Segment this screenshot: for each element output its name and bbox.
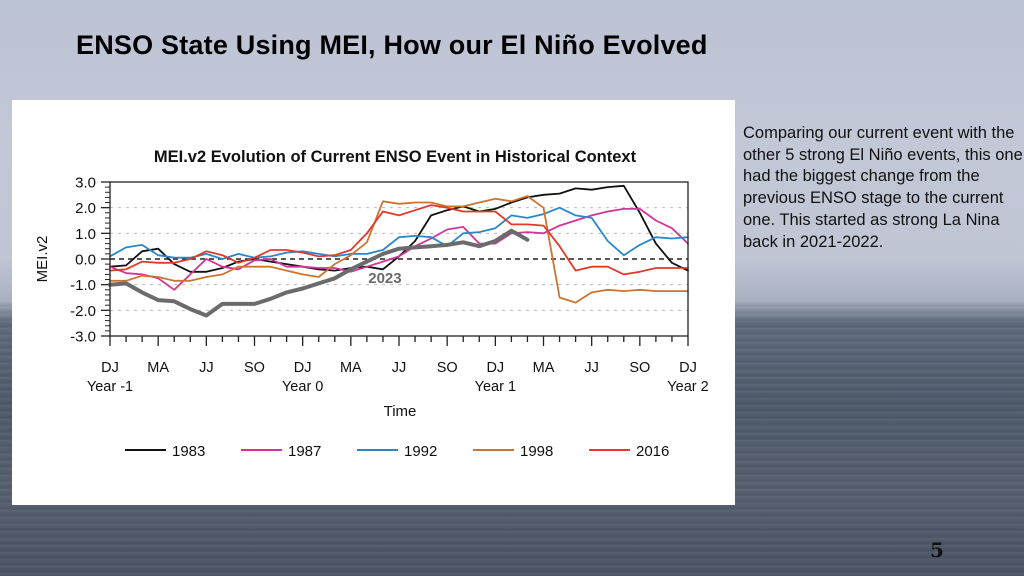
series-line-1998 [109,195,689,304]
series-line-2023 [108,228,530,318]
gridlines [110,207,688,311]
x-tick-label: JJ [584,360,599,376]
x-tick-label: SO [437,360,458,376]
side-commentary: Comparing our current event with the oth… [743,124,1023,251]
y-tick-label: 2.0 [75,200,96,217]
chart-title: MEI.v2 Evolution of Current ENSO Event i… [154,148,637,166]
mei-line-chart: MEI.v2 Evolution of Current ENSO Event i… [34,148,709,460]
legend-label-1992: 1992 [404,443,437,460]
legend-label-2016: 2016 [636,443,669,460]
x-axis: DJ MA JJ SO DJ MA JJ SO DJ MA JJ SO DJ Year -1 Year 0 Y… [87,336,709,395]
x-year-label: Year 2 [667,379,708,395]
x-tick-label: SO [629,360,650,376]
y-tick-label: -2.0 [70,303,96,320]
x-year-label: Year 1 [475,379,516,395]
x-tick-label: MA [147,360,169,376]
y-axis-label: MEI.v2 [34,236,51,283]
x-tick-label: JJ [392,360,407,376]
x-tick-label: DJ [294,360,312,376]
y-axis: 3.0 2.0 1.0 0.0 -1.0 -2.0 -3.0 [70,175,110,346]
x-year-label: Year -1 [87,379,133,395]
y-tick-label: -1.0 [70,277,96,294]
x-year-label: Year 0 [282,379,323,395]
x-tick-label: DJ [486,360,504,376]
y-tick-label: 0.0 [75,252,96,269]
x-tick-label: MA [533,360,555,376]
slide-title: ENSO State Using MEI, How our El Niño Ev… [76,30,708,60]
legend: 1983 1987 1992 1998 2016 [125,443,669,460]
x-tick-label: DJ [101,360,119,376]
page-number: 5 [930,538,944,562]
plot-frame [109,181,689,337]
chart-panel: MEI.v2 Evolution of Current ENSO Event i… [12,100,735,505]
series-lines: 2023 [108,184,689,318]
x-tick-label: DJ [679,360,697,376]
legend-label-1983: 1983 [172,443,205,460]
x-tick-label: JJ [199,360,214,376]
y-tick-label: 3.0 [75,175,96,192]
y-tick-label: -3.0 [70,329,96,346]
x-tick-label: MA [340,360,362,376]
series-line-1992 [109,206,689,260]
y-tick-label: 1.0 [75,226,96,243]
series-line-1987 [109,208,689,291]
series-line-2016 [109,204,689,276]
legend-label-1987: 1987 [288,443,321,460]
series-label-2023: 2023 [368,270,401,287]
legend-label-1998: 1998 [520,443,553,460]
x-tick-label: SO [244,360,265,376]
x-axis-label: Time [384,403,417,420]
